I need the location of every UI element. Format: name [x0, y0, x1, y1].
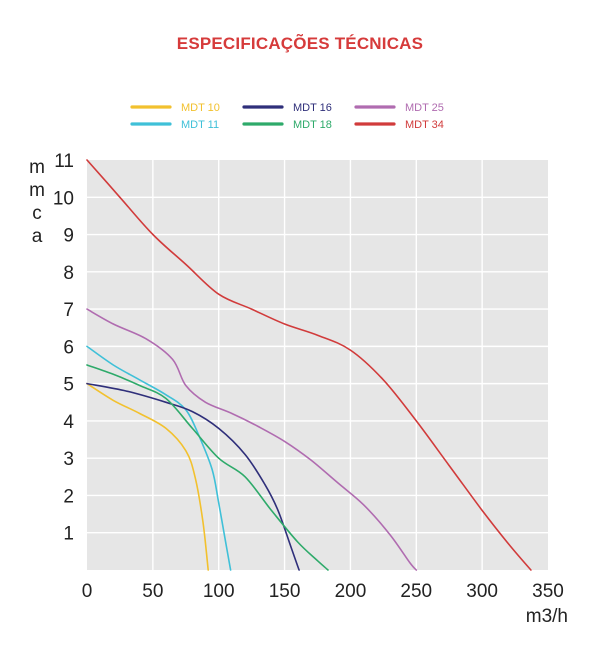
x-tick-label: 50 — [142, 581, 163, 602]
series-line-mdt-34 — [86, 159, 532, 571]
series-line-mdt-16 — [86, 382, 300, 571]
legend-label: MDT 34 — [405, 119, 444, 131]
y-axis-label-letter: m — [29, 180, 45, 201]
x-tick-label: 350 — [532, 581, 564, 602]
y-axis-label-letter: c — [32, 203, 42, 224]
y-axis-label-letter: a — [32, 226, 43, 247]
legend-label: MDT 25 — [405, 102, 444, 114]
legend-label: MDT 11 — [181, 119, 219, 131]
y-tick-label: 7 — [63, 300, 74, 321]
x-axis-ticks: 0 50 100 150 200 250 300 350 — [82, 581, 564, 602]
plot-background — [87, 160, 548, 570]
x-tick-label: 150 — [269, 581, 301, 602]
y-tick-label: 4 — [63, 412, 74, 433]
chart-title: ESPECIFICAÇÕES TÉCNICAS — [176, 34, 424, 53]
x-tick-label: 0 — [82, 581, 93, 602]
series-line-mdt-18 — [86, 364, 329, 571]
y-tick-label: 8 — [63, 263, 74, 284]
y-tick-label: 5 — [63, 375, 74, 396]
y-tick-label: 9 — [63, 226, 74, 247]
series-line-mdt-25 — [86, 308, 418, 571]
y-axis-ticks: 1 2 3 4 5 6 7 8 9 10 11 — [53, 151, 75, 545]
x-tick-label: 250 — [400, 581, 432, 602]
y-tick-label: 6 — [63, 337, 74, 358]
series-line-mdt-10 — [86, 382, 209, 571]
legend: MDT 10 MDT 11 MDT 16 MDT 18 MDT 25 MDT 34 — [130, 102, 444, 131]
y-tick-label: 11 — [54, 151, 74, 172]
grid-lines — [87, 160, 548, 570]
y-axis-label-letter: m — [29, 157, 45, 178]
y-tick-label: 10 — [53, 188, 74, 209]
y-tick-label: 3 — [63, 449, 74, 470]
legend-label: MDT 16 — [293, 102, 332, 114]
x-axis-label: m3/h — [526, 606, 568, 627]
series-line-mdt-11 — [86, 345, 232, 571]
y-tick-label: 2 — [63, 486, 74, 507]
x-tick-label: 200 — [335, 581, 367, 602]
y-tick-label: 1 — [63, 524, 74, 545]
x-tick-label: 100 — [203, 581, 235, 602]
plot-area — [87, 160, 548, 570]
legend-label: MDT 10 — [181, 102, 220, 114]
legend-label: MDT 18 — [293, 119, 332, 131]
x-tick-label: 300 — [466, 581, 498, 602]
series-lines — [86, 159, 532, 571]
